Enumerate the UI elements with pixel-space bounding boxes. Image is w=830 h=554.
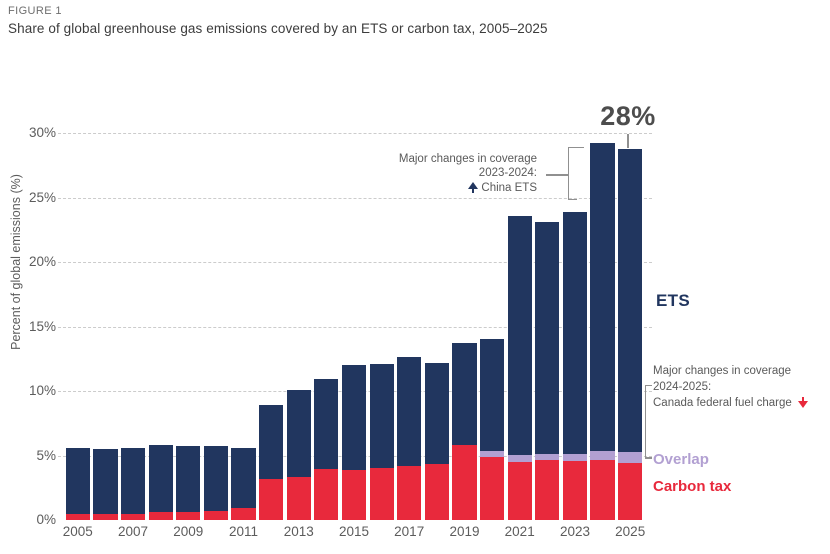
bar-segment-ets-2019 [452,343,477,446]
bar-segment-carbon-tax-2012 [259,478,284,520]
bar-segment-ets-2005 [65,448,90,515]
bar-segment-carbon-tax-2017 [397,465,422,520]
annotation-line: Major changes in coverage [653,365,792,377]
annotation-line: Major changes in coverage [398,153,537,165]
bar-segment-carbon-tax-2006 [93,514,118,520]
bar-segment-carbon-tax-2010 [203,510,229,520]
x-tick-label-2017: 2017 [394,524,425,539]
bar-segment-ets-2010 [203,446,229,511]
bar-segment-carbon-tax-2020 [479,456,505,520]
bar-segment-ets-2022 [535,222,560,455]
annotation-2023-2024: Major changes in coverage 2023-2024: Chi… [399,152,537,195]
bracket-2024-top-tick [567,146,584,148]
peak-pointer-line [627,134,629,148]
bar-segment-overlap-2025 [618,451,643,463]
up-arrow-icon [468,181,479,193]
bar-segment-ets-2011 [231,448,256,508]
bar-segment-overlap-2023 [562,454,588,462]
gridline-20 [58,262,652,263]
bar-segment-carbon-tax-2022 [535,460,560,520]
bar-segment-carbon-tax-2014 [314,469,339,520]
y-tick-label-20: 20% [28,254,56,269]
bar-segment-carbon-tax-2018 [424,463,449,520]
annotation-connector-line [546,174,568,176]
y-tick-label-0: 0% [36,512,56,527]
bracket-2025-bottom-tick [644,457,652,459]
x-tick-label-2005: 2005 [62,524,93,539]
bar-segment-carbon-tax-2007 [120,513,146,520]
x-tick-label-2015: 2015 [338,524,370,539]
bracket-2025-vertical [644,384,646,459]
bar-segment-carbon-tax-2016 [369,468,394,520]
bar-segment-overlap-2024 [590,451,615,461]
carbon-tax-series-label: Carbon tax [653,478,732,495]
figure-label: FIGURE 1 [8,5,62,17]
bar-segment-carbon-tax-2005 [65,514,90,520]
bar-segment-ets-2023 [562,211,588,455]
x-tick-label-2021: 2021 [504,524,535,539]
bracket-2024-vertical [567,146,569,200]
annotation-line: 2024-2025: [653,381,712,394]
bar-segment-ets-2006 [93,449,118,515]
bar-segment-carbon-tax-2023 [562,461,588,520]
annotation-line: 2023-2024: [478,167,537,180]
bar-segment-ets-2024 [590,142,615,451]
bar-segment-overlap-2022 [535,454,560,461]
bar-segment-ets-2025 [618,148,643,452]
x-tick-label-2019: 2019 [449,524,480,539]
bar-segment-ets-2016 [369,363,394,469]
x-tick-label-2025: 2025 [615,524,646,539]
bar-segment-carbon-tax-2019 [452,445,477,520]
bar-segment-ets-2009 [176,446,201,513]
x-tick-label-2011: 2011 [228,524,259,539]
x-tick-label-2009: 2009 [173,524,204,539]
y-tick-label-15: 15% [28,318,56,334]
overlap-series-label: Overlap [653,451,709,468]
bracket-2025-top-tick [644,384,652,386]
bar-segment-ets-2014 [314,379,339,470]
bar-segment-carbon-tax-2008 [148,512,173,520]
x-tick-label-2023: 2023 [559,524,591,539]
annotation-line: Canada federal fuel charge [653,395,808,411]
bar-segment-ets-2018 [424,362,449,464]
bar-segment-carbon-tax-2025 [618,462,643,520]
bar-segment-ets-2008 [148,445,173,513]
gridline-30 [58,133,652,134]
y-tick-label-5: 5% [36,447,56,463]
x-tick-label-2013: 2013 [283,524,314,539]
y-tick-label-25: 25% [28,189,56,205]
y-tick-label-30: 30% [28,125,56,140]
bar-segment-carbon-tax-2013 [286,477,311,520]
bracket-2024-bottom-tick [567,198,577,200]
bar-segment-carbon-tax-2015 [341,469,367,520]
gridline-15 [58,326,652,328]
bar-segment-carbon-tax-2021 [507,461,532,520]
x-tick-label-2007: 2007 [117,524,149,539]
bar-segment-ets-2021 [507,215,532,455]
bar-segment-overlap-2020 [479,451,505,457]
bar-segment-ets-2020 [479,339,505,451]
bar-segment-ets-2007 [120,447,146,514]
annotation-line: China ETS [399,181,537,195]
bar-segment-carbon-tax-2011 [231,507,256,520]
bar-segment-carbon-tax-2024 [590,460,615,520]
figure-title: Share of global greenhouse gas emissions… [8,21,548,36]
bar-segment-overlap-2021 [507,454,532,462]
peak-value-label: 28% [600,101,656,131]
bar-segment-ets-2017 [397,357,422,466]
bar-segment-ets-2012 [259,405,284,479]
y-tick-label-10: 10% [28,383,56,398]
gridline-25 [58,197,652,199]
down-arrow-icon [797,397,808,409]
bar-segment-carbon-tax-2009 [176,512,201,520]
ets-series-label: ETS [656,291,690,310]
bar-segment-ets-2015 [341,365,367,470]
bar-segment-ets-2013 [286,389,311,478]
annotation-2024-2025: Major changes in coverage 2024-2025: Can… [653,363,808,412]
